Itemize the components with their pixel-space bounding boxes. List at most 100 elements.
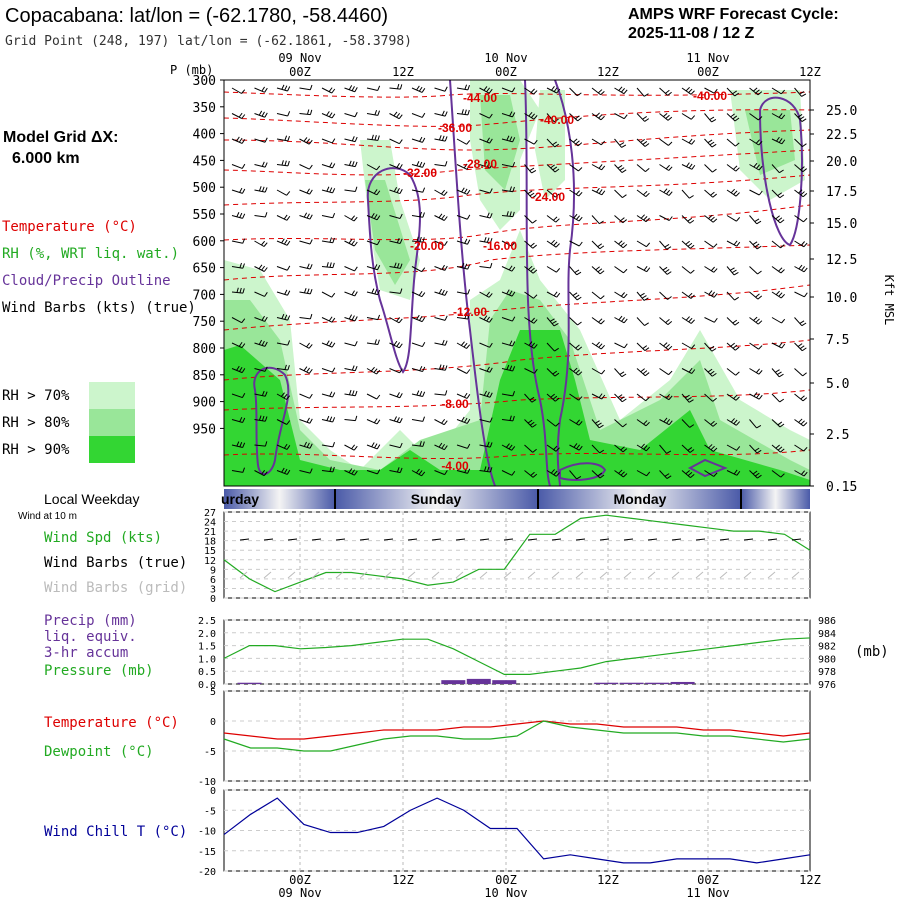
wind-barb-flag [598,343,603,348]
wind-barb-flag [689,219,695,224]
wind-barb-flag [421,341,426,347]
wind-barb [636,87,645,97]
wind-barb-flag [778,113,783,118]
isotherm-label: -4.00 [441,459,469,473]
wind-barb-flag [489,417,493,423]
precip-bar [237,682,262,684]
wind-barb-flag [309,239,313,245]
wind-barb-flag [641,295,647,299]
legend-rh: RH (%, WRT liq. wat.) [2,246,179,262]
isotherm [223,129,811,151]
wind-barb-flag [351,161,355,167]
cloud-outline [366,167,421,374]
pressure-tick-label: 900 [193,396,216,411]
wind-barb-flag [287,160,290,166]
wind-barb [479,444,491,448]
wind-barb-flag [328,87,333,92]
wind-barb-flag [309,393,313,399]
wind-barb-flag [377,110,380,116]
sfc-wind-barb [263,538,274,541]
wind-barb-flag [421,471,426,477]
wind-barb-flag [621,144,627,148]
wind-barb-flag [753,392,758,397]
wind-barb-flag [573,367,578,372]
grid-wind-barb [263,571,272,579]
wind-barb-flag [261,161,265,167]
wind-barb [411,444,423,447]
hour-label-top: 12Z [392,65,414,79]
wind-barb-flag [374,289,378,295]
wind-barb-flag [688,138,693,144]
wind-barb-flag [666,450,672,454]
wind-barb-flag [622,448,628,453]
wind-barb-flag [645,397,650,402]
wind-barb-flag [552,166,558,171]
wind-barb-flag [756,220,762,225]
wind-barb-flag [640,214,645,219]
wind-barb-flag [483,161,488,167]
wind-barb [749,291,759,300]
wind-barb-flag [713,88,718,94]
wind-barb-flag [528,265,533,270]
height-tick-label: 10.0 [826,291,857,306]
model-grid-value: 6.000 km [12,150,80,167]
wind-barb-flag [373,214,378,219]
wind-barb-flag [578,191,583,197]
wind-barb [299,87,311,91]
wind-barb-flag [708,444,713,449]
wind-barb-flag [264,341,268,347]
wind-barb-flag [640,443,645,448]
wind-barb-flag [556,268,561,273]
wind-barb-flag [421,88,426,93]
wind-barb [411,419,423,422]
wind-barb-flag [242,442,246,448]
wind-barb-flag [489,163,493,169]
wind-barb [479,266,491,269]
pressure-line [223,637,811,676]
wind-barb [434,393,446,396]
wind-barb-flag [578,216,583,222]
wind-barb [276,215,288,221]
wind-barb-flag [241,368,246,373]
wind-barb [749,419,757,429]
wind-barb-flag [264,316,268,322]
wind-barb-flag [665,394,671,399]
wind-barb-flag [489,392,493,398]
wind-barb [704,189,714,198]
wind-barb-flag [663,417,668,423]
wind-barb-flag [348,314,353,320]
wind-barb-flag [532,448,537,453]
wind-barb-flag [552,141,557,146]
wind-barb [659,87,669,96]
wind-barb-flag [644,322,649,326]
y-tick-label: 2.0 [198,629,216,640]
rh-legend: RH > 70% RH > 80% RH > 90% [2,382,135,463]
wind-barb-flag [419,390,423,396]
wind-barb-flag [441,110,445,116]
wind-barb [366,87,378,91]
wind-barb-flag [371,134,374,140]
wind-barb-flag [734,296,739,301]
legend-dewpoint: Dewpoint (°C) [44,744,154,760]
wind-barb [321,368,333,373]
wind-barb-flag [396,467,400,473]
wind-barb-flag [264,292,268,297]
wind-barb [389,164,400,170]
weekday-name: Monday [614,491,667,507]
wind-barb-flag [710,420,715,425]
sfc-wind-barb [623,538,634,541]
legend-liq-equiv: liq. equiv. [44,629,137,645]
wind-barb [614,444,624,453]
wind-barb-flag [666,271,672,275]
wind-barb-flag [758,370,763,375]
wind-barb [524,215,533,224]
wind-barb-flag [309,84,313,90]
wind-barb-flag [306,109,310,115]
wind-barb-flag [393,187,398,192]
wind-barb-flag [574,294,580,299]
sfc-wind-barb [455,538,466,541]
wind-barb-flag [733,240,738,246]
wind-barb-flag [329,162,333,168]
wind-barb [231,240,243,244]
wind-barb [569,342,579,351]
